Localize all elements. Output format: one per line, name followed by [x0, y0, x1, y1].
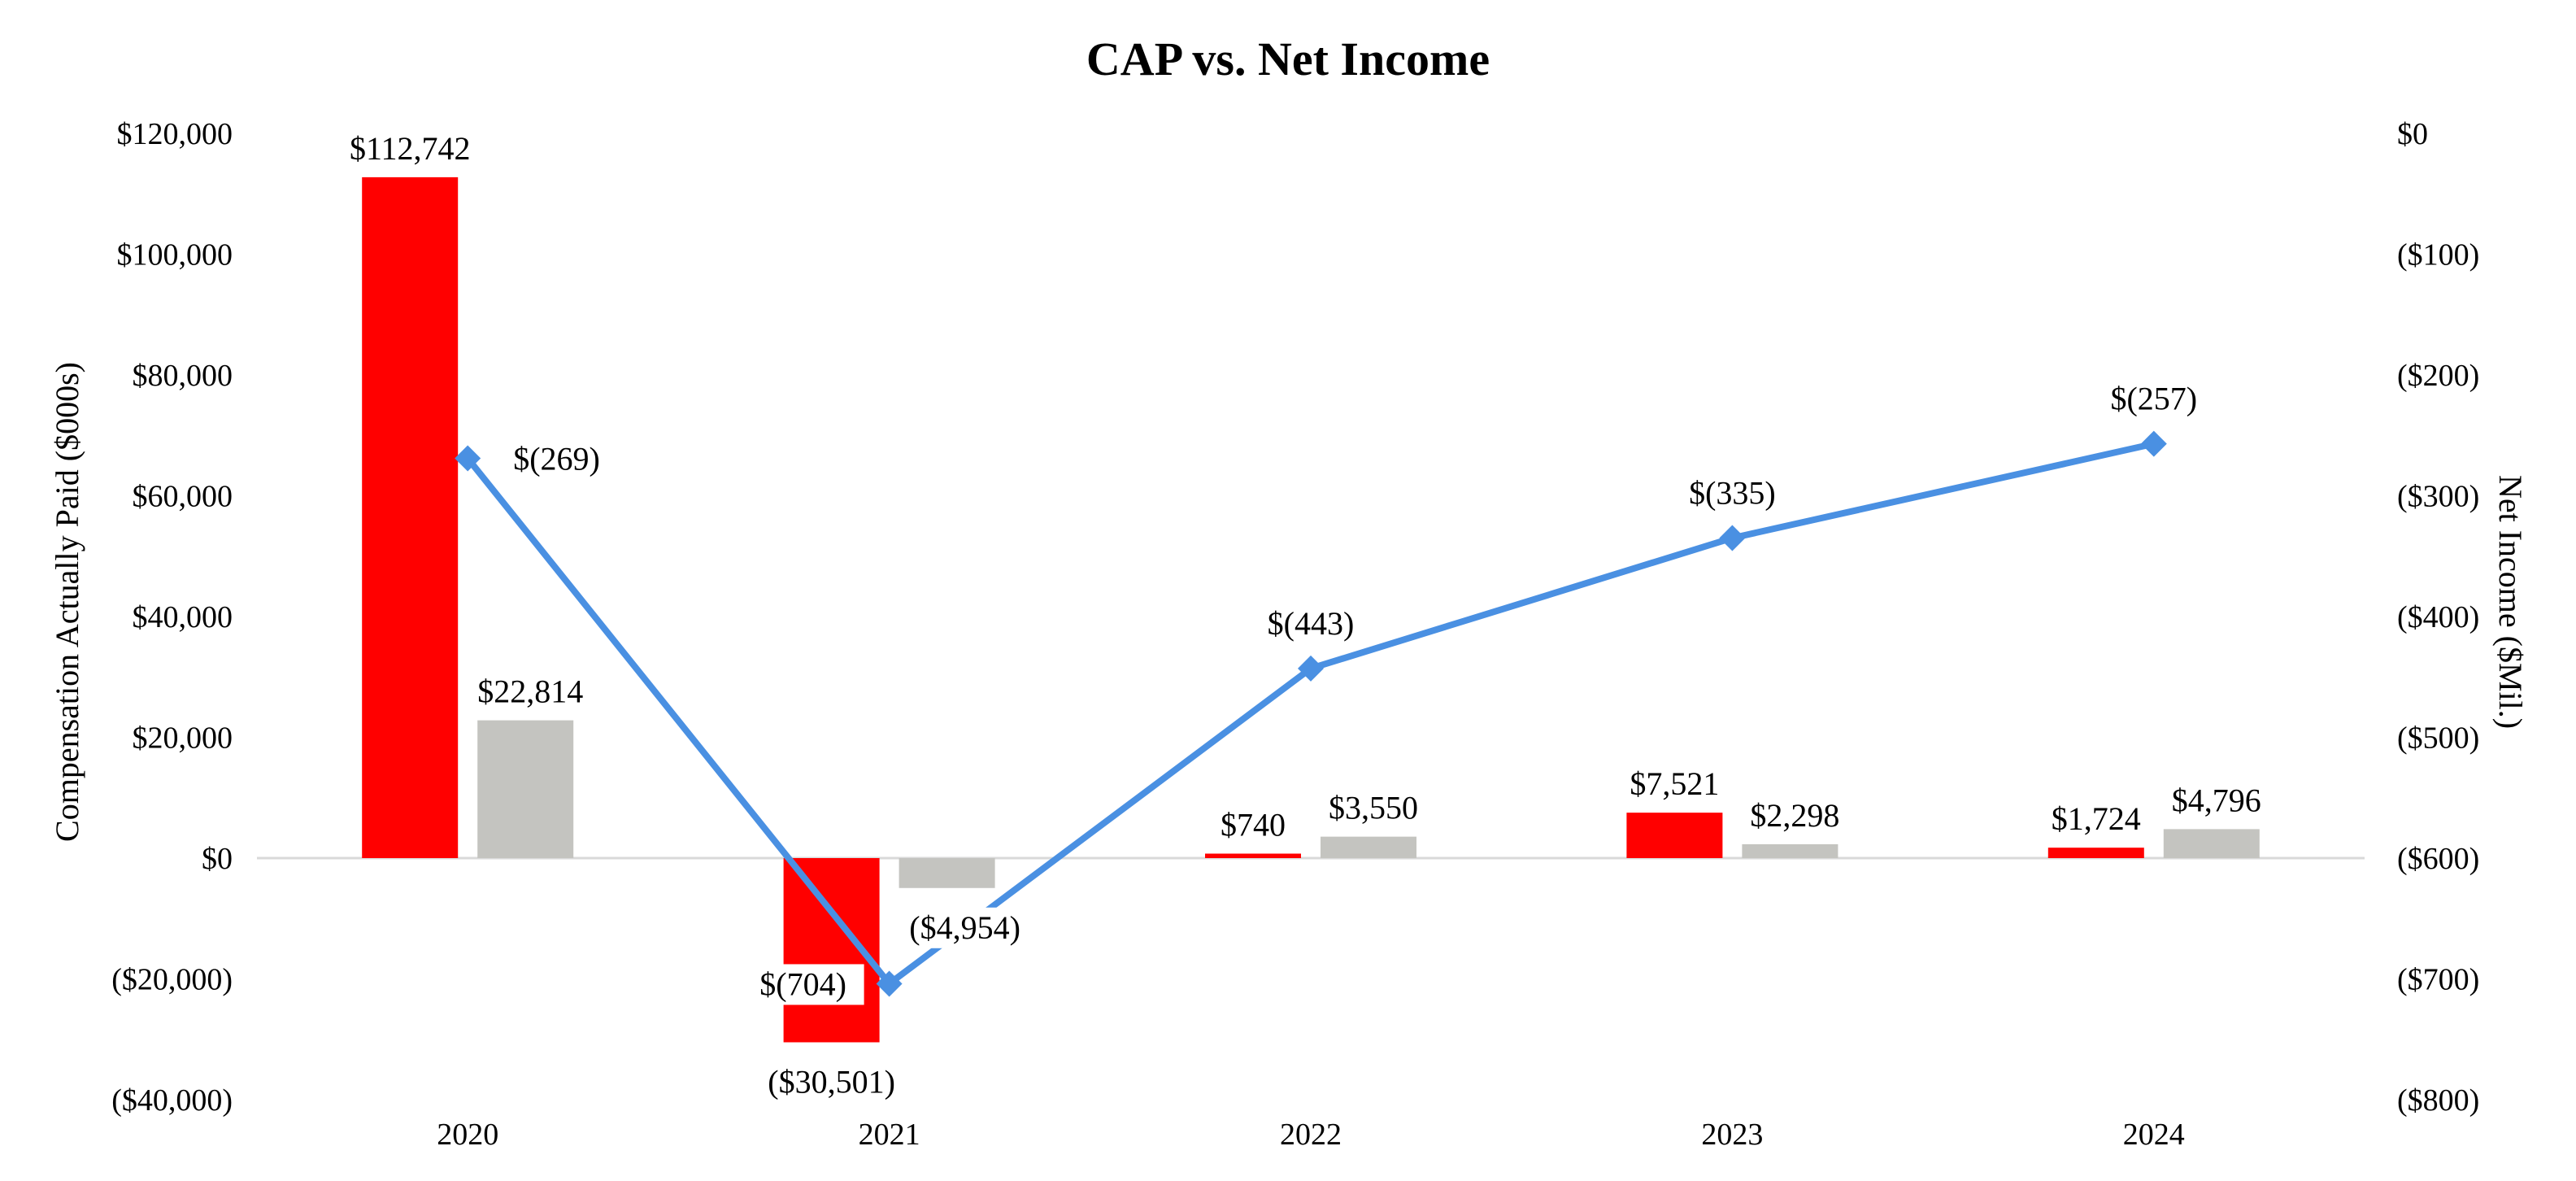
- right-tick-label: ($400): [2397, 600, 2479, 634]
- bar-1-data-label-2020: $112,742: [350, 130, 471, 167]
- bar-1-2023: [1626, 813, 1723, 858]
- x-tick-label: 2023: [1701, 1118, 1763, 1152]
- line-data-label-2020: $(269): [513, 440, 600, 477]
- bar-2-data-label-2020: $22,814: [477, 673, 583, 710]
- bar-2-2023: [1742, 843, 1838, 858]
- bar-2-data-label-2023: $2,298: [1750, 797, 1839, 834]
- bar-1-data-label-2022: $740: [1221, 807, 1286, 843]
- bar-2-data-label-2024: $4,796: [2172, 782, 2261, 818]
- bar-1-data-label-2024: $1,724: [2052, 800, 2141, 837]
- bar-1-2020: [362, 176, 459, 859]
- right-axis-title: Net Income ($Mil.): [2492, 475, 2529, 729]
- bar-2-data-label-2022: $3,550: [1329, 790, 1418, 826]
- bar-1-2024: [2047, 848, 2144, 858]
- line-data-label-2021-bg: [742, 964, 864, 1005]
- right-tick-label: ($300): [2397, 480, 2479, 514]
- left-tick-label: ($40,000): [111, 1083, 233, 1118]
- bar-2-data-label-2021: ($4,954): [909, 909, 1020, 946]
- right-tick-label: ($600): [2397, 842, 2479, 876]
- x-tick-label: 2024: [2123, 1118, 2185, 1152]
- line-data-label-2024: $(257): [2110, 381, 2197, 417]
- net-income-line: [465, 440, 2155, 987]
- line-data-label-2021: $(704): [759, 965, 846, 1002]
- right-tick-label: ($800): [2397, 1083, 2479, 1118]
- net-income-marker-2022: [1298, 655, 1324, 682]
- bar-2-2024: [2163, 829, 2260, 858]
- bar-2-data-label-2021-bg: [899, 907, 1030, 948]
- line-data-label-2023: $(335): [1689, 474, 1776, 511]
- net-income-marker-2024: [2140, 430, 2167, 457]
- left-tick-label: $20,000: [133, 721, 233, 756]
- x-tick-label: 2020: [437, 1118, 498, 1152]
- right-tick-label: ($100): [2397, 238, 2479, 272]
- left-tick-label: $60,000: [133, 480, 233, 514]
- bar-2-2020: [477, 720, 574, 858]
- net-income-marker-2021: [876, 970, 903, 997]
- left-tick-label: $120,000: [117, 117, 233, 151]
- net-income-marker-2023: [1719, 525, 1746, 551]
- left-tick-label: $100,000: [117, 238, 233, 272]
- right-tick-label: ($200): [2397, 359, 2479, 393]
- right-tick-label: ($500): [2397, 721, 2479, 756]
- x-tick-label: 2022: [1280, 1118, 1342, 1152]
- left-axis-title: Compensation Actually Paid ($000s): [49, 362, 85, 842]
- right-tick-label: ($700): [2397, 963, 2479, 997]
- line-data-label-2022: $(443): [1268, 605, 1355, 642]
- x-tick-label: 2021: [859, 1118, 920, 1152]
- chart-title: CAP vs. Net Income: [1086, 33, 1490, 85]
- bar-1-data-label-2021: ($30,501): [768, 1063, 895, 1100]
- bar-2-2021: [899, 858, 995, 888]
- bar-1-2022: [1205, 853, 1301, 858]
- net-income-marker-2020: [455, 445, 481, 472]
- left-tick-label: ($20,000): [111, 963, 233, 997]
- bar-1-data-label-2023: $7,521: [1630, 765, 1719, 802]
- bar-2-2022: [1321, 836, 1416, 858]
- left-tick-label: $80,000: [133, 359, 233, 393]
- left-tick-label: $40,000: [133, 600, 233, 634]
- right-tick-label: $0: [2397, 117, 2428, 151]
- left-tick-label: $0: [202, 842, 233, 876]
